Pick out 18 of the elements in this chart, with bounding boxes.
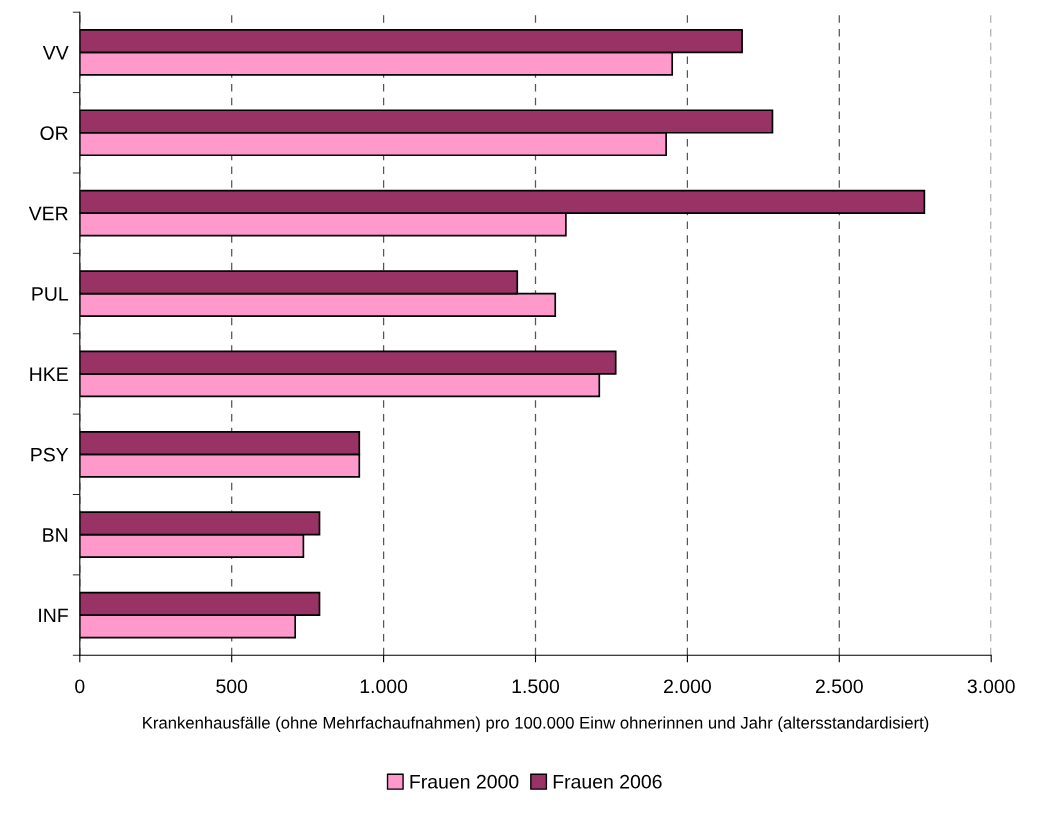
x-tick-label: 2.000 (664, 679, 711, 694)
legend-label: Frauen 2006 (553, 774, 662, 789)
y-tick-label: INF (39, 608, 68, 623)
x-axis-title: Krankenhausfälle (ohne Mehrfachaufnahmen) pro 100.000 Einw ohnerinnen und Jahr (altersstandardisiert) (143, 716, 929, 732)
y-tick-label: BN (43, 528, 68, 542)
y-tick-label: PSY (31, 447, 69, 462)
legend-label: Frauen 2000 (410, 774, 519, 789)
y-tick-label: PUL (32, 287, 69, 301)
y-tick-label: HKE (30, 367, 68, 381)
x-tick-label: 2.500 (815, 679, 863, 694)
x-tick-label: 500 (216, 679, 248, 694)
y-tick-label: VER (28, 206, 68, 221)
y-tick-label: VV (42, 46, 69, 60)
x-tick-label: 3.000 (967, 679, 1015, 694)
x-tick-label: 1.000 (360, 679, 408, 694)
x-tick-label: 1.500 (512, 679, 560, 694)
y-tick-label: OR (40, 126, 68, 141)
x-tick-label: 0 (75, 679, 85, 694)
